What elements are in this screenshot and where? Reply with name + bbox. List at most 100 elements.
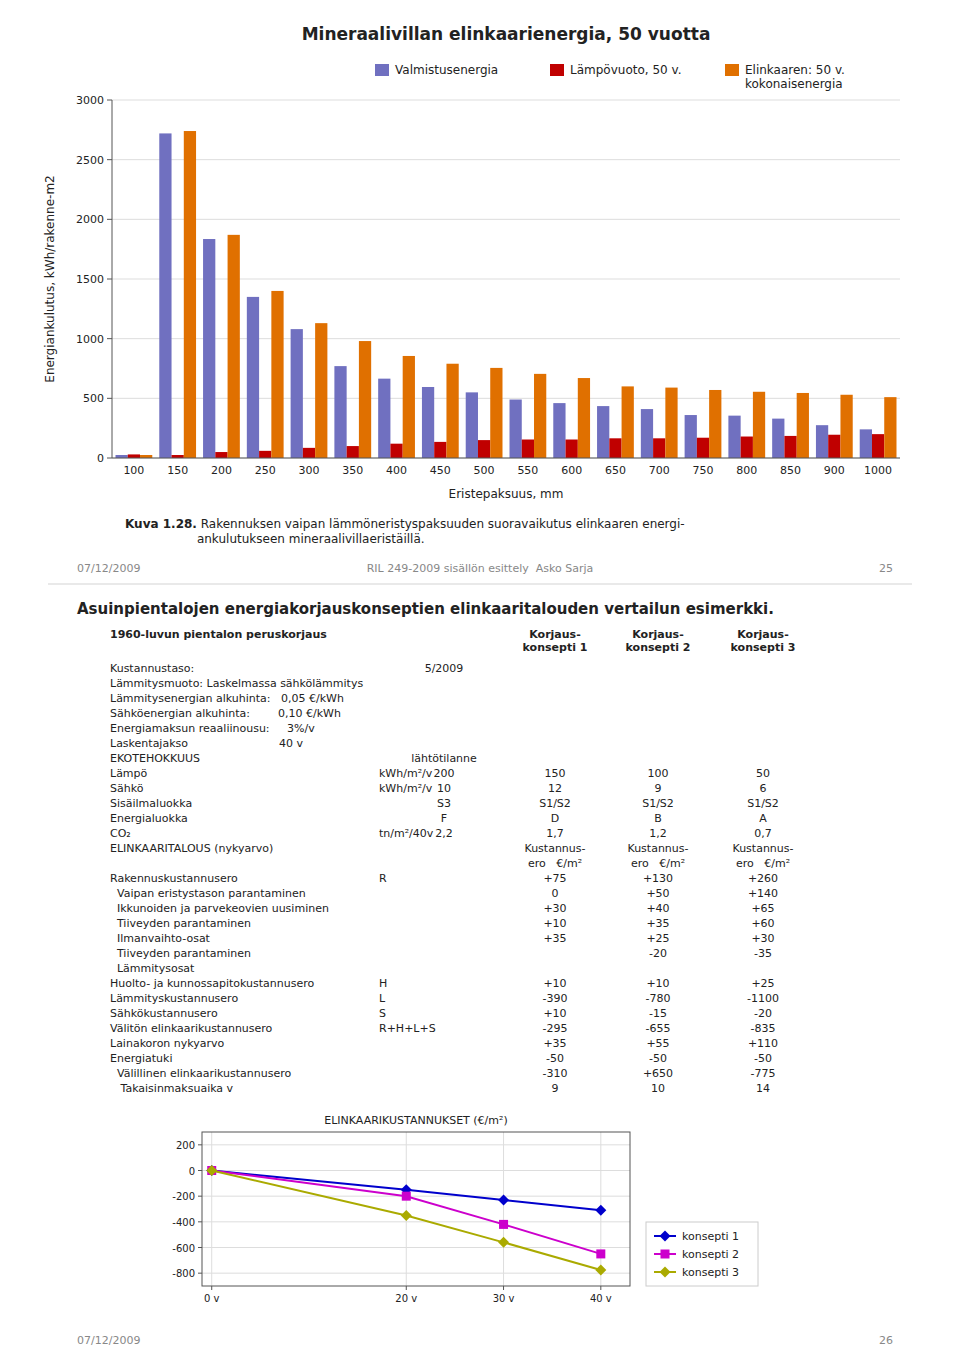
table-cell-line: 6 — [760, 782, 767, 795]
y-tick-label-line: 2500 — [76, 154, 104, 167]
table-cell: -295 — [543, 1022, 568, 1035]
table-cell: 100 — [648, 767, 669, 780]
y-tick — [198, 1221, 202, 1222]
table-cell-line: ero €/m² — [631, 857, 685, 870]
footer-line: 07/12/2009 — [77, 562, 140, 575]
y-tick-label-line: 2000 — [76, 213, 104, 226]
bar — [378, 379, 390, 458]
table-cell: 6 — [760, 782, 767, 795]
table-cell-line: Lämmityskustannusero — [110, 992, 238, 1005]
bar — [872, 434, 884, 458]
table-header-line: 1960-luvun pientalon peruskorjaus — [110, 628, 327, 641]
x-tick-label-line: 750 — [693, 464, 714, 477]
marker — [596, 1249, 605, 1258]
table-cell-line: -35 — [754, 947, 772, 960]
table-cell: kWh/m²/v — [379, 767, 433, 780]
bar — [315, 323, 327, 458]
bar-chart: Mineraalivillan elinkaarienergia, 50 vuo… — [43, 24, 900, 501]
bar — [203, 239, 215, 458]
bar — [271, 291, 283, 458]
table-cell: ero €/m² — [528, 857, 582, 870]
table-cell-line: +10 — [543, 1007, 566, 1020]
table-cell-line: +50 — [646, 887, 669, 900]
x-tick — [406, 1286, 407, 1290]
caption-line: ankulutukseen mineraalivillaeristäillä. — [197, 532, 425, 546]
table-cell: Huolto- ja kunnossapitokustannusero — [110, 977, 314, 990]
table-cell: Sisäilmaluokka — [110, 797, 192, 810]
bar — [578, 378, 590, 458]
table-cell-line: +30 — [751, 932, 774, 945]
bar — [797, 393, 809, 458]
table-cell: B — [654, 812, 662, 825]
table-cell-line: +55 — [646, 1037, 669, 1050]
heading: Asuinpientalojen energiakorjauskonseptie… — [77, 600, 774, 618]
table-cell: Laskentajakso 40 v — [110, 737, 303, 750]
table-cell: +140 — [748, 887, 778, 900]
marker — [661, 1250, 670, 1259]
table-cell-line: 9 — [552, 1082, 559, 1095]
bar — [446, 364, 458, 458]
table-cell: -50 — [754, 1052, 772, 1065]
footer: 07/12/2009 — [77, 1334, 140, 1347]
table-cell-line: -15 — [649, 1007, 667, 1020]
table-cell-line: 0,7 — [754, 827, 772, 840]
table-cell-line: +10 — [646, 977, 669, 990]
legend: ValmistusenergiaLämpövuoto, 50 v.Elinkaa… — [375, 63, 845, 91]
table-cell-line: H — [379, 977, 387, 990]
x-tick-label-line: 650 — [605, 464, 626, 477]
bar — [840, 395, 852, 458]
table-cell-line: Lämmitysosat — [110, 962, 195, 975]
table-cell-line: 150 — [545, 767, 566, 780]
x-tick-label: 30 v — [493, 1293, 515, 1304]
table-cell: 200 — [434, 767, 455, 780]
legend-label-line: kokonaisenergia — [745, 77, 843, 91]
bar — [753, 392, 765, 458]
footer-line: 25 — [879, 562, 893, 575]
bar — [490, 368, 502, 458]
table-cell-line: +110 — [748, 1037, 778, 1050]
x-tick-label: 750 — [693, 464, 714, 477]
footer-line: 07/12/2009 — [77, 1334, 140, 1347]
marker — [498, 1195, 509, 1206]
table-cell: S3 — [437, 797, 451, 810]
table-cell: +10 — [543, 977, 566, 990]
y-axis-label: Energiankulutus, kWh/rakenne-m2 — [43, 175, 57, 382]
table-cell-line: lähtötilanne — [411, 752, 477, 765]
table-cell-line: Energiatuki — [110, 1052, 173, 1065]
table-cell-line: +35 — [646, 917, 669, 930]
table-cell-line: kWh/m²/v — [379, 782, 433, 795]
grid-line — [503, 1132, 504, 1286]
legend-label-line: konsepti 3 — [682, 1266, 739, 1279]
table-cell: +30 — [543, 902, 566, 915]
table-cell: +30 — [751, 932, 774, 945]
table-cell: -835 — [751, 1022, 776, 1035]
table-cell: +10 — [543, 1007, 566, 1020]
table-cell: EKOTEHOKKUUS — [110, 752, 200, 765]
y-tick-label: 2000 — [76, 213, 104, 226]
table-cell: L — [379, 992, 386, 1005]
table-cell-line: -655 — [646, 1022, 671, 1035]
bar — [553, 403, 565, 458]
table-cell-line: Välitön elinkaarikustannusero — [110, 1022, 273, 1035]
x-tick-label-line: 450 — [430, 464, 451, 477]
bar — [403, 356, 415, 458]
table-cell: kWh/m²/v — [379, 782, 433, 795]
grid-line — [112, 100, 900, 101]
table-cell-line: +35 — [543, 1037, 566, 1050]
table-cell: Lämpö — [110, 767, 148, 780]
bar — [772, 419, 784, 458]
grid-line — [202, 1247, 630, 1248]
bar — [291, 329, 303, 458]
bars — [116, 131, 897, 458]
table-cell: Energialuokka — [110, 812, 188, 825]
table-cell-line: 9 — [655, 782, 662, 795]
x-tick — [211, 1286, 212, 1290]
table-cell: -780 — [646, 992, 671, 1005]
table-cell: +10 — [646, 977, 669, 990]
table-cell-line: Lämpö — [110, 767, 148, 780]
legend-label-line: Valmistusenergia — [395, 63, 498, 77]
bar — [609, 438, 621, 458]
table-cell-line: B — [654, 812, 662, 825]
table-cell-line: +65 — [751, 902, 774, 915]
marker — [660, 1231, 671, 1242]
